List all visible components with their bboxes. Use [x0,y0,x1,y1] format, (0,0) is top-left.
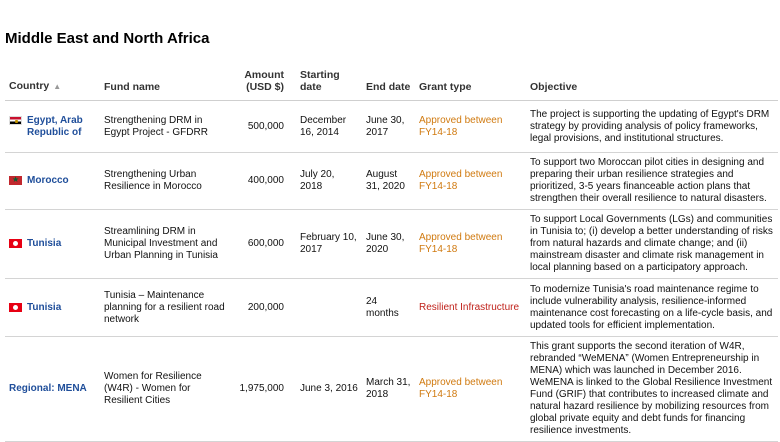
tunisia-flag-icon [9,239,22,248]
cell-country: Egypt, Arab Republic of [5,100,100,153]
cell-end-date: March 31, 2018 [362,336,415,442]
cell-amount: 500,000 [230,100,296,153]
cell-fund-name: Tunisia – Maintenance planning for a res… [100,278,230,337]
cell-start-date: June 3, 2016 [296,336,362,442]
cell-fund-name: Streamlining DRM in Municipal Investment… [100,209,230,279]
cell-end-date: June 30, 2017 [362,100,415,153]
cell-amount: 600,000 [230,209,296,279]
table-header-row: Country ▲ Fund name Amount (USD $) Starti… [5,66,778,101]
cell-objective: This grant supports the second iteration… [526,336,778,442]
table-row: Morocco Strengthening Urban Resilience in… [5,152,778,210]
morocco-flag-icon [9,174,22,186]
cell-grant-type: Approved between FY14-18 [415,100,526,153]
table-row: Egypt, Arab Republic of Strengthening DRM… [5,100,778,153]
cell-amount: 400,000 [230,152,296,210]
cell-start-date: December 16, 2014 [296,100,362,153]
cell-end-date: 24 months [362,278,415,337]
cell-start-date [296,278,362,337]
tunisia-flag-icon [9,302,22,312]
cell-fund-name: Strengthening DRM in Egypt Project - GFD… [100,100,230,153]
cell-fund-name: Women for Resilience (W4R) - Women for R… [100,336,230,442]
cell-grant-type: Approved between FY14-18 [415,209,526,279]
column-header-objective[interactable]: Objective [526,66,778,101]
country-link[interactable]: Morocco [27,175,69,186]
column-header-start[interactable]: Starting date [296,66,362,101]
cell-start-date: July 20, 2018 [296,152,362,210]
country-link[interactable]: Tunisia [27,238,62,249]
cell-objective: To modernize Tunisia's road maintenance … [526,278,778,337]
cell-grant-type: Approved between FY14-18 [415,336,526,442]
sort-ascending-icon[interactable]: ▲ [53,82,62,91]
column-header-fund[interactable]: Fund name [100,66,230,101]
column-header-grant[interactable]: Grant type [415,66,526,101]
cell-start-date: February 10, 2017 [296,209,362,279]
cell-grant-type: Approved between FY14-18 [415,152,526,210]
cell-objective: To support Local Governments (LGs) and c… [526,209,778,279]
cell-amount: 1,975,000 [230,336,296,442]
country-link[interactable]: Tunisia [27,301,62,313]
table-row: Tunisia Streamlining DRM in Municipal Inv… [5,209,778,279]
column-header-end[interactable]: End date [362,66,415,101]
cell-fund-name: Strengthening Urban Resilience in Morocc… [100,152,230,210]
grants-table: Country ▲ Fund name Amount (USD $) Starti… [5,66,778,442]
column-header-amount[interactable]: Amount (USD $) [230,66,296,101]
cell-country: Tunisia [5,278,100,337]
table-row: Regional: MENA Women for Resilience (W4R)… [5,336,778,442]
cell-country: Morocco [5,152,100,210]
country-link[interactable]: Regional: MENA [9,383,87,394]
country-link[interactable]: Egypt, Arab Republic of [27,114,83,138]
cell-amount: 200,000 [230,278,296,337]
page-title: Middle East and North Africa [5,30,210,47]
cell-objective: To support two Moroccan pilot cities in … [526,152,778,210]
cell-objective: The project is supporting the updating o… [526,100,778,153]
cell-grant-type: Resilient Infrastructure [415,278,526,337]
table-row: Tunisia Tunisia – Maintenance planning fo… [5,278,778,337]
cell-country: Regional: MENA [5,336,100,442]
column-header-country[interactable]: Country ▲ [5,66,100,101]
cell-end-date: June 30, 2020 [362,209,415,279]
cell-country: Tunisia [5,209,100,279]
cell-end-date: August 31, 2020 [362,152,415,210]
egypt-flag-icon [9,115,22,125]
